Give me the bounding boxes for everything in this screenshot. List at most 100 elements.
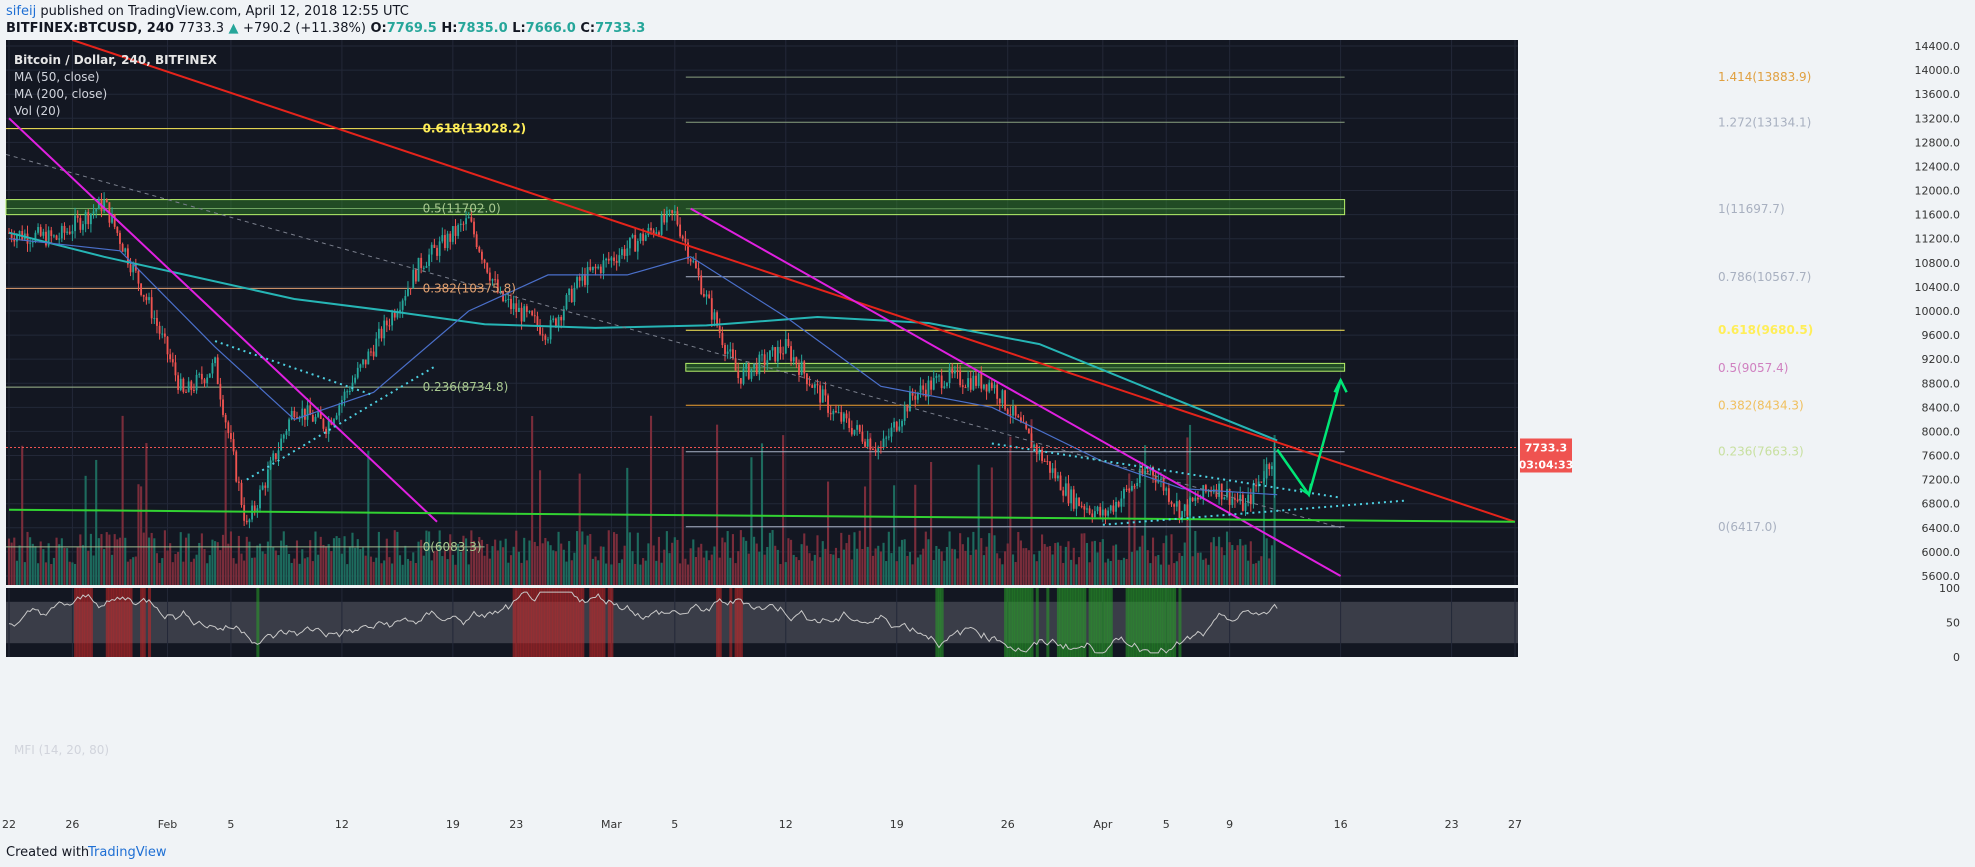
volume-bar [266, 541, 269, 585]
candle-body [1199, 497, 1202, 500]
candle-body [195, 374, 198, 391]
candle-body [1197, 497, 1199, 500]
candle-body [1017, 415, 1020, 418]
candle-body [393, 312, 396, 318]
candle-body [1051, 468, 1054, 473]
volume-bar [451, 554, 454, 585]
fib-label: 0(6417.0) [1718, 520, 1777, 534]
volume-bar [1122, 557, 1126, 585]
volume-bar [544, 537, 547, 585]
volume-bar [1270, 545, 1273, 585]
mfi-overbought [552, 588, 556, 657]
candle-body [277, 450, 280, 460]
candle-body [565, 295, 568, 310]
volume-bar [361, 547, 365, 585]
volume-bar [89, 533, 92, 585]
volume-bar [1054, 543, 1057, 585]
volume-bar [829, 553, 832, 585]
current-price-label: 7733.3 [1525, 441, 1567, 454]
volume-bar [700, 543, 703, 585]
dotted-trendline [246, 364, 438, 481]
volume-bar [581, 531, 584, 585]
candle-body [845, 413, 848, 419]
volume-bar [256, 545, 259, 585]
volume-bar [1064, 546, 1067, 585]
volume-bar [990, 467, 993, 585]
mfi-overbought [739, 588, 743, 657]
candle-body [264, 485, 267, 488]
candle-body [1189, 497, 1191, 516]
chart-svg[interactable]: 1.414(13883.9) 1.272(13134.1) 1(11697.7) 0.… [0, 39, 1975, 836]
candle-body [642, 233, 645, 241]
candle-body [1247, 494, 1250, 503]
candle-body [658, 232, 660, 235]
tradingview-link[interactable]: TradingView [88, 845, 167, 860]
countdown-tag [1520, 456, 1572, 473]
candle-body [1175, 501, 1178, 507]
candle-body [214, 357, 217, 364]
volume-bar [964, 550, 967, 585]
candle-body [66, 231, 69, 233]
volume-bar [282, 531, 285, 585]
volume-bar [13, 537, 16, 585]
volume-bar [248, 541, 251, 585]
volume-bar [615, 533, 618, 585]
volume-bar [996, 553, 999, 585]
candle-body [71, 231, 74, 234]
author-link[interactable]: sifeij [6, 4, 37, 19]
volume-bar [58, 544, 61, 585]
volume-bar [232, 558, 235, 585]
volume-bar [73, 563, 77, 585]
chart-area[interactable]: 1.414(13883.9) 1.272(13134.1) 1(11697.7) 0.… [0, 39, 1975, 836]
mfi-oversold [1056, 588, 1060, 657]
volume-bar [552, 550, 555, 585]
candle-body [560, 316, 563, 321]
volume-bar [324, 546, 328, 585]
candle-body [766, 360, 769, 366]
mfi-overbought [76, 588, 80, 657]
volume-bar [290, 562, 293, 585]
x-tick-label: 9 [1226, 818, 1233, 831]
volume-bar [110, 554, 114, 585]
candle-body [1130, 485, 1133, 491]
candle-body [1101, 509, 1104, 516]
mfi-oversold [1157, 588, 1161, 657]
candle-body [721, 333, 724, 346]
volume-bar [626, 467, 629, 585]
candle-body [1165, 488, 1168, 491]
change-value: +790.2 (+11.38%) [243, 21, 366, 36]
candle-body [684, 238, 687, 243]
mfi-oversold [1075, 588, 1079, 657]
volume-bar [488, 558, 491, 585]
volume-bar [1033, 554, 1036, 585]
candle-body [1228, 489, 1231, 505]
candle-body [1086, 508, 1088, 510]
mfi-oversold [1146, 588, 1150, 657]
volume-bar [729, 557, 732, 585]
candle-body [362, 359, 364, 365]
volume-bar [945, 546, 949, 585]
volume-bar [686, 564, 690, 585]
volume-bar [937, 548, 941, 585]
mfi-overbought [589, 588, 593, 657]
candle-body [864, 441, 866, 447]
volume-bar [882, 542, 885, 585]
volume-bar [314, 531, 317, 585]
candle-body [282, 434, 285, 439]
volume-bar [15, 560, 18, 585]
candle-body [87, 212, 90, 225]
candle-body [769, 350, 771, 361]
candle-body [824, 389, 827, 396]
candle-body [716, 312, 719, 326]
volume-bar [428, 531, 431, 585]
candle-body [750, 368, 753, 379]
candle-body [494, 279, 497, 281]
candle-body [169, 354, 172, 360]
mfi-oversold [1035, 588, 1039, 657]
candle-body [874, 449, 877, 452]
mfi-overbought [578, 588, 582, 657]
volume-bar [980, 538, 983, 585]
volume-bar [916, 557, 919, 585]
volume-bar [177, 551, 180, 585]
volume-bar [1117, 559, 1120, 585]
